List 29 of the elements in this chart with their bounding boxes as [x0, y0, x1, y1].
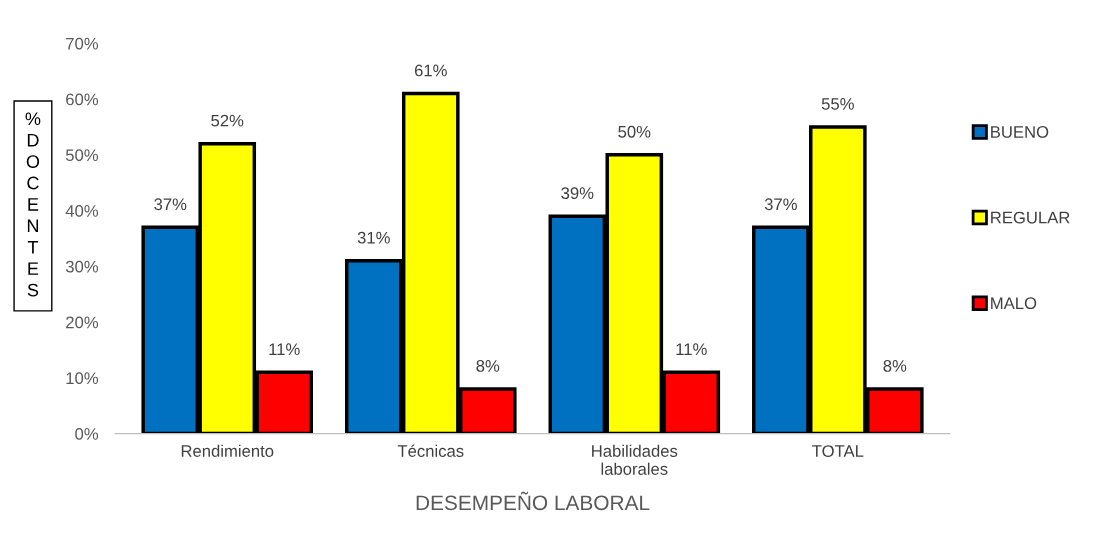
x-tick-label: TOTAL	[812, 445, 864, 457]
legend-label: BUENO	[991, 126, 1049, 138]
data-label: 55%	[821, 98, 854, 110]
data-label: 39%	[561, 187, 594, 199]
x-tick-label: Rendimiento	[181, 444, 274, 457]
y-tick-label: 20%	[66, 316, 99, 329]
text: % DOCENTES	[25, 112, 41, 297]
data-label: 37%	[764, 198, 797, 211]
x-tick-label: Habilidades laborales	[592, 444, 678, 475]
y-tick-label: 50%	[65, 149, 99, 162]
y-tick-label: 30%	[65, 260, 99, 273]
x-tick-label: Técnicas	[397, 444, 464, 457]
y-tick-label: 0%	[75, 428, 99, 440]
data-label: 11%	[269, 343, 300, 356]
data-label: 50%	[618, 125, 651, 138]
legend-label: MALO	[991, 297, 1037, 310]
legend-label: REGULAR	[991, 211, 1070, 224]
data-label: 61%	[414, 64, 447, 77]
data-label: 11%	[676, 343, 707, 356]
data-label: 52%	[211, 114, 244, 127]
x-axis-title: DESEMPEÑO LABORAL	[416, 491, 650, 511]
data-label: 37%	[154, 198, 187, 211]
data-label: 8%	[476, 360, 500, 372]
y-tick-label: 10%	[66, 372, 99, 385]
y-tick-label: 70%	[66, 37, 99, 50]
data-label: 31%	[357, 231, 390, 244]
y-tick-label: 40%	[65, 205, 99, 217]
y-tick-label: 60%	[66, 93, 99, 106]
data-label: 8%	[883, 360, 907, 372]
